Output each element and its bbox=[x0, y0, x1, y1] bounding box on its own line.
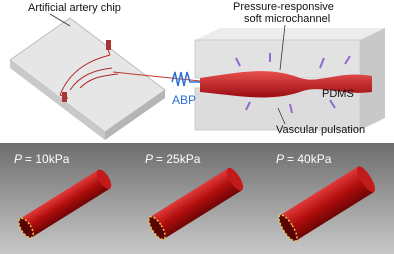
leader bbox=[277, 107, 286, 125]
panel-label: P = 10kPa bbox=[14, 152, 70, 166]
variable: P bbox=[145, 152, 153, 166]
vessel bbox=[278, 166, 376, 242]
channel-illustration bbox=[194, 28, 385, 131]
value: = 10kPa bbox=[25, 152, 70, 166]
vessel bbox=[18, 169, 112, 239]
vessel-opening bbox=[18, 217, 34, 239]
channel-label: soft microchannel bbox=[244, 13, 330, 25]
vessel-body bbox=[280, 166, 374, 241]
channel-label: Pressure-responsive bbox=[233, 1, 334, 13]
vessel-opening bbox=[278, 214, 298, 242]
chip-illustration bbox=[9, 17, 166, 140]
abp-wave bbox=[171, 71, 200, 87]
vessel bbox=[148, 167, 244, 241]
leader bbox=[279, 24, 286, 71]
variable: P bbox=[276, 152, 284, 166]
variable: P bbox=[14, 152, 22, 166]
value: = 25kPa bbox=[156, 152, 201, 166]
chip-label: Artificial artery chip bbox=[28, 2, 121, 14]
vessel-body bbox=[20, 169, 110, 238]
panel-label: P = 25kPa bbox=[145, 152, 201, 166]
vessel-opening bbox=[148, 215, 166, 241]
vessel-end bbox=[96, 169, 112, 189]
panel-label: P = 40kPa bbox=[276, 152, 332, 166]
panels: P = 10kPa P = 25kPa P = 40kPa bbox=[14, 152, 376, 242]
value: = 40kPa bbox=[287, 152, 332, 166]
pdms-label: PDMS bbox=[322, 88, 354, 100]
vessel-body bbox=[150, 168, 242, 240]
abp-label: ABP bbox=[172, 93, 196, 107]
vessel-end bbox=[226, 167, 244, 191]
leader bbox=[49, 13, 71, 27]
connector bbox=[112, 71, 211, 83]
pulsation-label: Vascular pulsation bbox=[276, 124, 365, 136]
vessel-end bbox=[357, 166, 376, 193]
